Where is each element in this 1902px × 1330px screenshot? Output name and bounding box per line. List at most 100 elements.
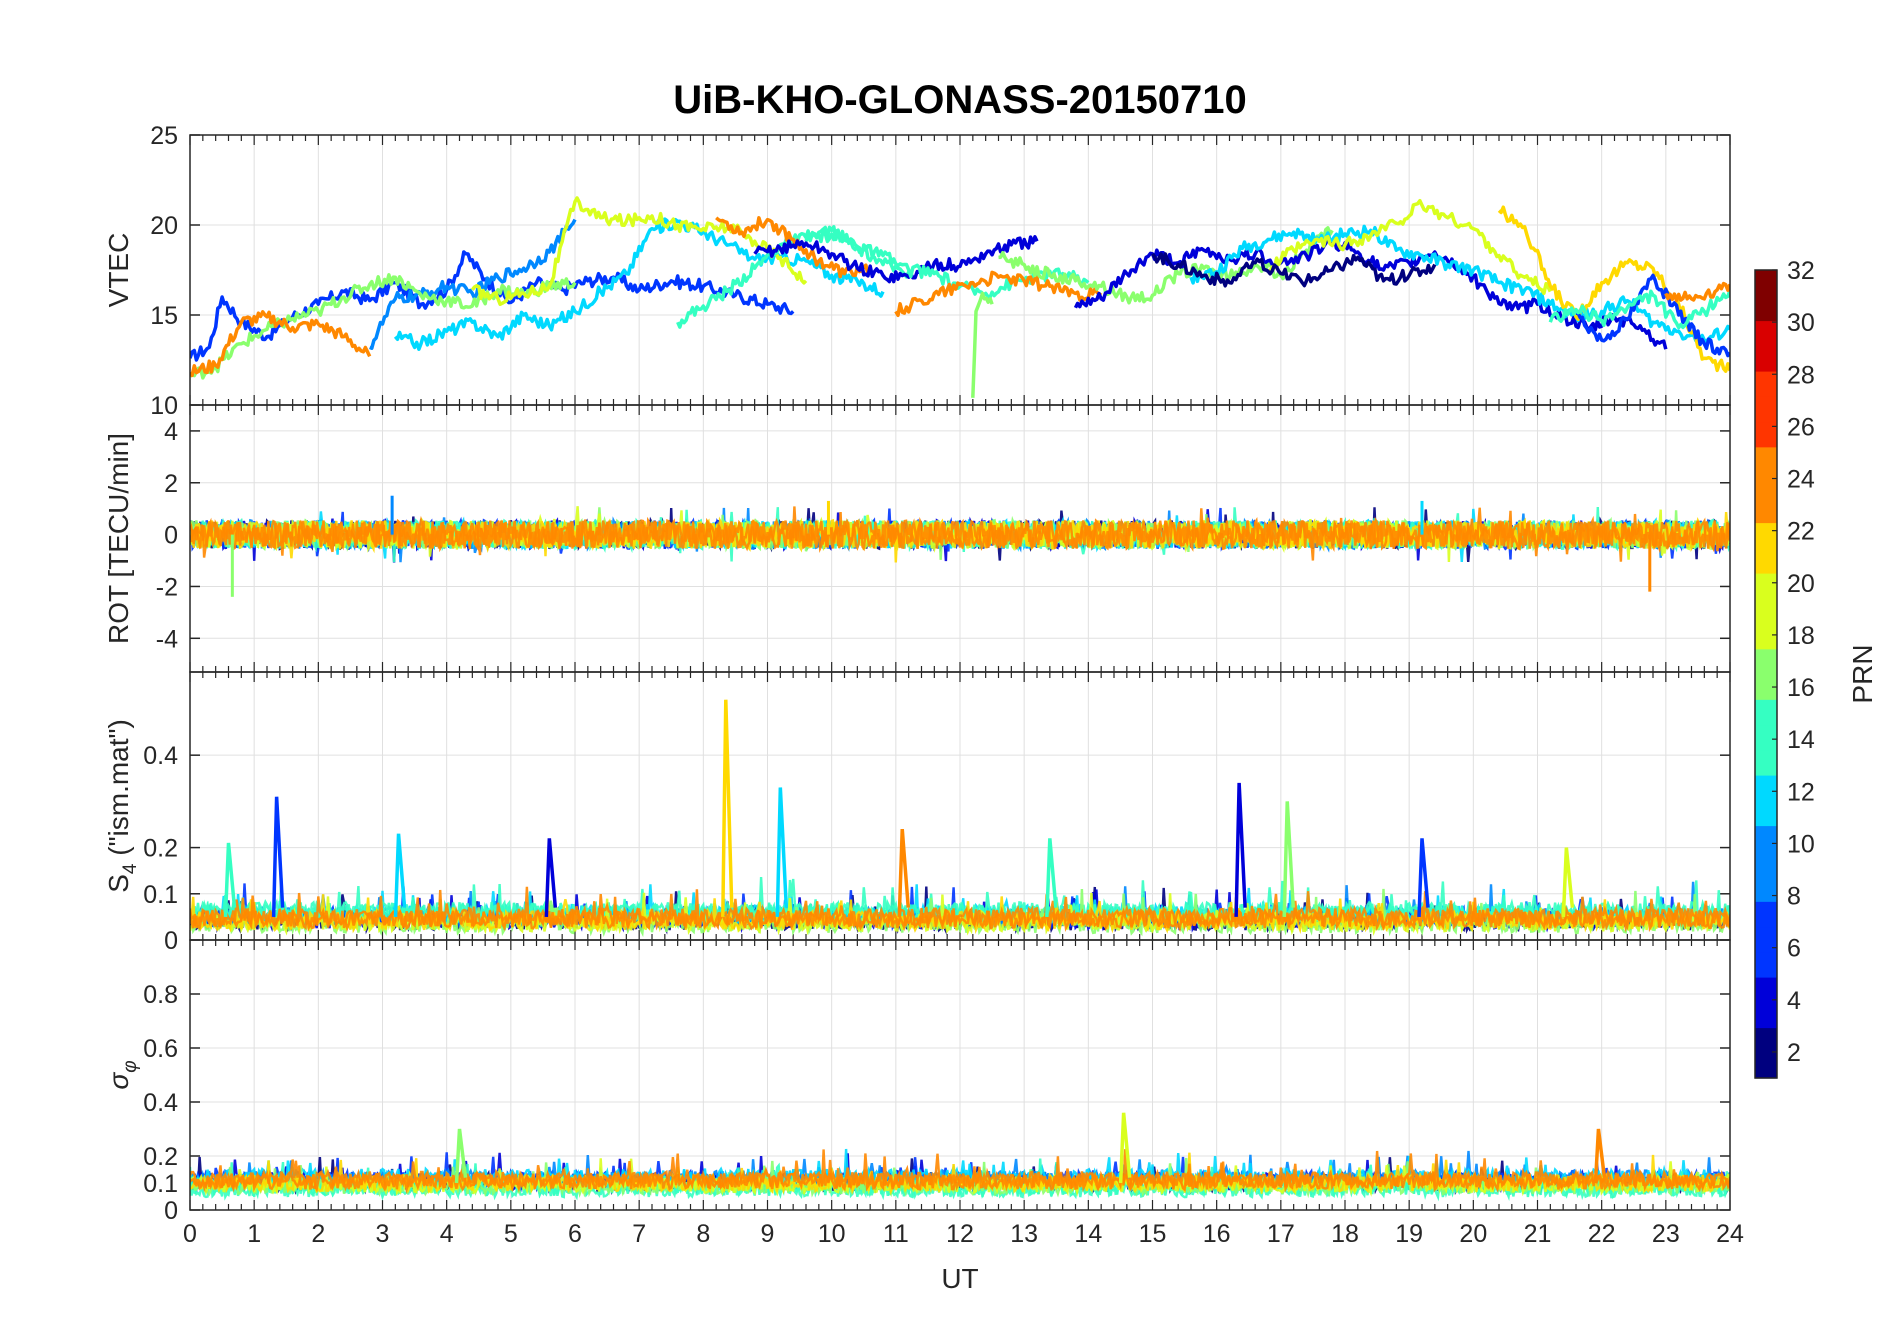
y-tick-label: 25 (150, 122, 178, 150)
y-tick-label: 20 (150, 212, 178, 240)
colorbar-segment (1755, 1052, 1777, 1079)
colorbar-segment (1755, 320, 1777, 347)
colorbar-label: PRN (1847, 644, 1878, 703)
x-tick-label: 20 (1459, 1220, 1487, 1248)
colorbar-segment (1755, 674, 1777, 700)
colorbar-segment (1755, 497, 1777, 524)
spike-prn-17 (454, 1128, 468, 1184)
vtec-series-prn-23 (715, 216, 872, 279)
colorbar-segment (1755, 547, 1777, 574)
y-tick-label: -4 (156, 625, 178, 653)
spike-prn-12 (775, 787, 789, 917)
x-tick-label: 11 (883, 1220, 909, 1248)
colorbar-segment (1755, 623, 1777, 650)
colorbar-segment (1755, 522, 1777, 549)
colorbar-segment (1755, 1027, 1777, 1054)
x-tick-label: 14 (1074, 1220, 1102, 1248)
x-tick-label: 16 (1203, 1220, 1231, 1248)
colorbar-tick-label: 28 (1787, 361, 1815, 389)
spike-prn-15 (1045, 838, 1058, 917)
vtec-series-prn-12 (393, 217, 885, 351)
vtec-series-prn-23 (190, 310, 372, 378)
y-tick-label: 0 (164, 1197, 178, 1225)
x-tick-label: 5 (504, 1220, 518, 1248)
y-tick-label: 0.2 (143, 1143, 178, 1171)
y-axis-label: S4 ("ism.mat") (103, 719, 141, 893)
spike-prn-23 (1593, 1128, 1607, 1184)
colorbar-segment (1755, 825, 1777, 852)
y-tick-label: -2 (156, 573, 178, 601)
colorbar-tick-label: 20 (1787, 570, 1815, 598)
vtec-series-prn-16 (971, 291, 994, 398)
x-tick-label: 4 (440, 1220, 454, 1248)
spike-prn-5 (1417, 838, 1430, 917)
panel-2: -4 -2 0 2 4 ROT [TECU/min] (103, 404, 1731, 673)
colorbar-tick-label: 26 (1787, 413, 1815, 441)
panel-3: 0 0.1 0.2 0.4S4 ("ism.mat") (103, 671, 1731, 955)
colorbar-segment (1755, 977, 1777, 1003)
y-tick-label: 4 (164, 418, 178, 446)
vtec-series-prn-24 (894, 270, 1103, 318)
spike-prn-15 (223, 842, 237, 917)
colorbar-segment (1755, 446, 1777, 473)
colorbar-segment (1755, 699, 1777, 726)
colorbar-segment (1755, 345, 1777, 372)
colorbar-tick-label: 22 (1787, 518, 1815, 546)
colorbar-segment (1755, 724, 1777, 751)
colorbar-tick-label: 32 (1787, 257, 1815, 285)
x-tick-label: 1 (247, 1220, 261, 1248)
x-axis-label: UT (941, 1263, 978, 1294)
x-tick-label: 12 (946, 1220, 974, 1248)
colorbar-segment (1755, 295, 1777, 322)
x-tick-label: 10 (818, 1220, 846, 1248)
x-tick-label: 18 (1331, 1220, 1359, 1248)
x-tick-label: 13 (1010, 1220, 1038, 1248)
spike-prn-18 (1118, 1112, 1132, 1184)
vtec-series-prn-7 (1576, 273, 1730, 358)
colorbar-segment (1755, 749, 1777, 776)
colorbar-tick-label: 18 (1787, 622, 1815, 650)
spike-prn-3 (1234, 782, 1247, 917)
x-tick-label: 9 (761, 1220, 775, 1248)
x-tick-label: 3 (376, 1220, 390, 1248)
colorbar-segment (1755, 648, 1777, 675)
rot-trace-prn-24 (190, 506, 1730, 555)
colorbar-segment (1755, 926, 1777, 953)
colorbar-frame (1754, 269, 1778, 1079)
y-tick-label: 15 (150, 302, 178, 330)
x-tick-label: 23 (1652, 1220, 1680, 1248)
colorbar-segment (1755, 472, 1777, 498)
y-tick-label: 0.6 (143, 1035, 178, 1063)
colorbar-tick-label: 24 (1787, 466, 1815, 494)
y-axis-label: ROT [TECU/min] (103, 433, 134, 644)
vtec-series-prn-16 (998, 226, 1334, 305)
colorbar-segment (1755, 951, 1777, 978)
y-tick-label: 0 (164, 522, 178, 550)
x-tick-label: 0 (183, 1220, 197, 1248)
vtec-series-prn-3 (1073, 235, 1668, 350)
vtec-series-prn-9 (369, 218, 577, 350)
y-tick-label: 0 (164, 927, 178, 955)
y-tick-label: 0.1 (143, 1170, 178, 1198)
y-tick-label: 2 (164, 470, 178, 498)
colorbar-tick-label: 30 (1787, 309, 1815, 337)
colorbar-segment (1755, 421, 1777, 448)
vtec-series-prn-15 (804, 228, 1090, 300)
x-tick-label: 24 (1716, 1220, 1744, 1248)
colorbar-tick-label: 14 (1787, 726, 1815, 754)
colorbar-segment (1755, 876, 1777, 902)
vtec-series-prn-4 (753, 235, 1039, 284)
y-tick-label: 0.2 (143, 835, 178, 863)
sigma-trace-prn-24 (190, 1149, 1730, 1192)
spike-prn-6 (271, 796, 285, 917)
plot-area (190, 495, 1730, 597)
plot-area (190, 196, 1730, 398)
x-tick-label: 15 (1139, 1220, 1167, 1248)
y-axis-label: VTEC (103, 233, 134, 308)
panel-1: 10 15 20 25 VTEC (103, 122, 1731, 420)
y-tick-label: 0.4 (143, 1089, 178, 1117)
spike-prn-20 (1561, 847, 1575, 917)
vtec-series-prn-19 (1266, 198, 1552, 296)
plot-area (190, 699, 1730, 938)
